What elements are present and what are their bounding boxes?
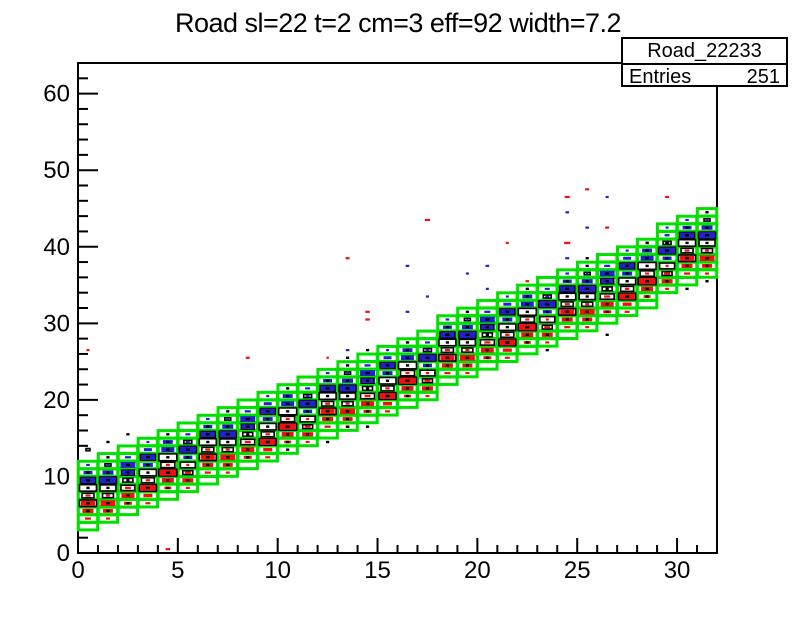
plot-title: Road sl=22 t=2 cm=3 eff=92 width=7.2 [174, 8, 622, 38]
y-axis-tick-label: 50 [43, 157, 70, 184]
y-axis-tick-label: 60 [43, 81, 70, 108]
x-axis-tick-label: 15 [364, 557, 391, 584]
stats-box: Road_22233 Entries 251 [621, 37, 788, 89]
y-axis-tick-label: 40 [43, 234, 70, 261]
stats-entries-label: Entries [629, 66, 692, 88]
x-axis-tick-label: 5 [171, 557, 184, 584]
y-axis-tick-label: 20 [43, 387, 70, 414]
y-axis-tick-label: 30 [43, 310, 70, 337]
x-axis-tick-label: 20 [464, 557, 491, 584]
stats-histogram-name: Road_22233 [623, 39, 786, 65]
outlier-boxes [85, 188, 709, 551]
y-axis-tick-label: 10 [43, 463, 70, 490]
x-axis-tick-label: 30 [664, 557, 691, 584]
x-axis-tick-label: 25 [564, 557, 591, 584]
stats-entries-row: Entries 251 [623, 65, 786, 89]
y-axis-tick-label: 0 [57, 540, 70, 567]
x-axis-tick-label: 10 [264, 557, 291, 584]
road-band [76, 207, 719, 532]
x-axis-tick-label: 0 [71, 557, 84, 584]
hit-boxes [78, 211, 717, 520]
axes: 0 5 10 15 20 25 30 0 10 20 30 40 50 60 [43, 62, 718, 584]
stats-entries-value: 251 [746, 66, 780, 88]
